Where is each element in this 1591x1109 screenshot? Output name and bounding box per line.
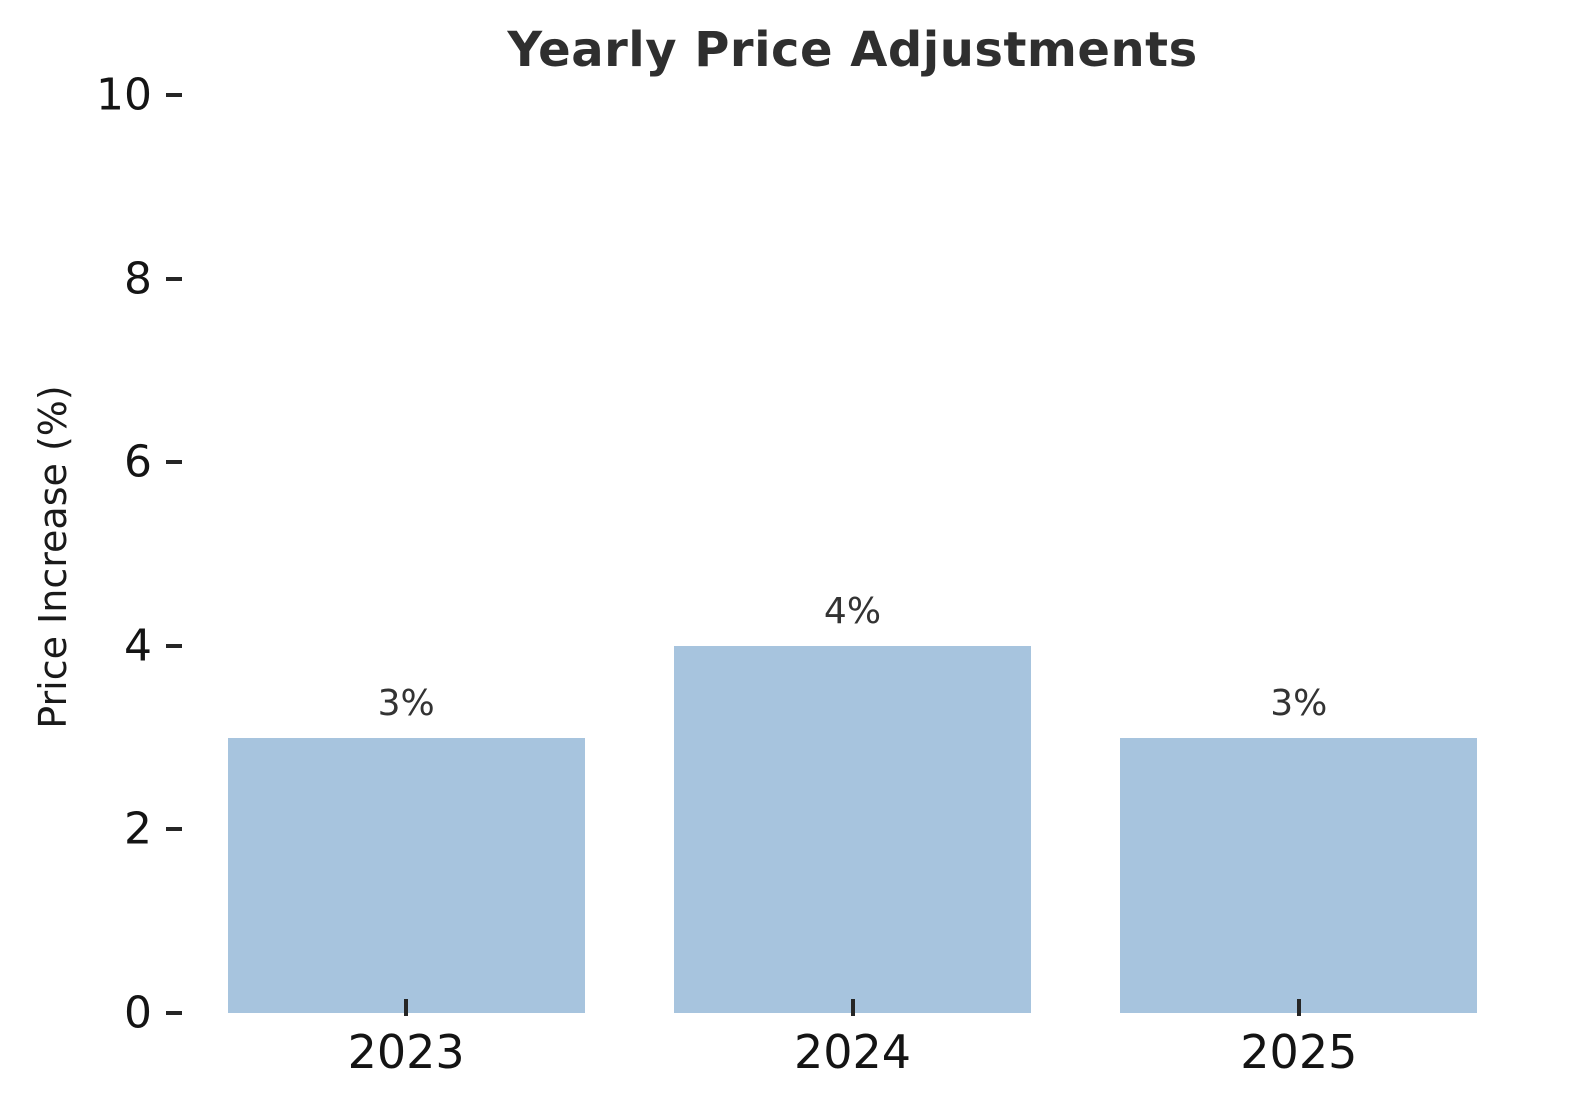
chart-title: Yearly Price Adjustments: [507, 22, 1198, 78]
y-tick-mark: [166, 276, 182, 281]
x-tick-mark: [850, 999, 855, 1016]
bar-2024: [673, 645, 1032, 1013]
x-tick-mark: [1296, 999, 1301, 1016]
x-tick-label-2024: 2024: [793, 1025, 912, 1079]
y-tick-label-10: 10: [96, 69, 152, 121]
y-tick-mark: [166, 643, 182, 648]
bar-value-label: 3%: [377, 682, 435, 724]
y-tick-mark: [166, 93, 182, 97]
bar-2023: [227, 737, 585, 1013]
y-tick-mark: [166, 827, 182, 832]
x-tick-mark: [404, 999, 409, 1016]
x-tick-label-2023: 2023: [347, 1025, 465, 1079]
y-tick-mark: [166, 460, 182, 465]
y-tick-label-2: 2: [124, 803, 152, 855]
y-tick-mark: [166, 1011, 182, 1015]
y-tick-label-8: 8: [124, 253, 152, 305]
bar-2025: [1120, 737, 1478, 1013]
plot-area: 3% 4% 3%: [183, 95, 1522, 1013]
y-tick-label-6: 6: [124, 436, 152, 488]
x-tick-label-2025: 2025: [1240, 1025, 1358, 1079]
y-tick-label-4: 4: [124, 620, 152, 672]
y-tick-label-0: 0: [124, 987, 152, 1039]
bar-value-label: 4%: [823, 590, 882, 632]
bar-value-label: 3%: [1270, 682, 1328, 724]
y-axis-label: Price Increase (%): [31, 385, 75, 729]
